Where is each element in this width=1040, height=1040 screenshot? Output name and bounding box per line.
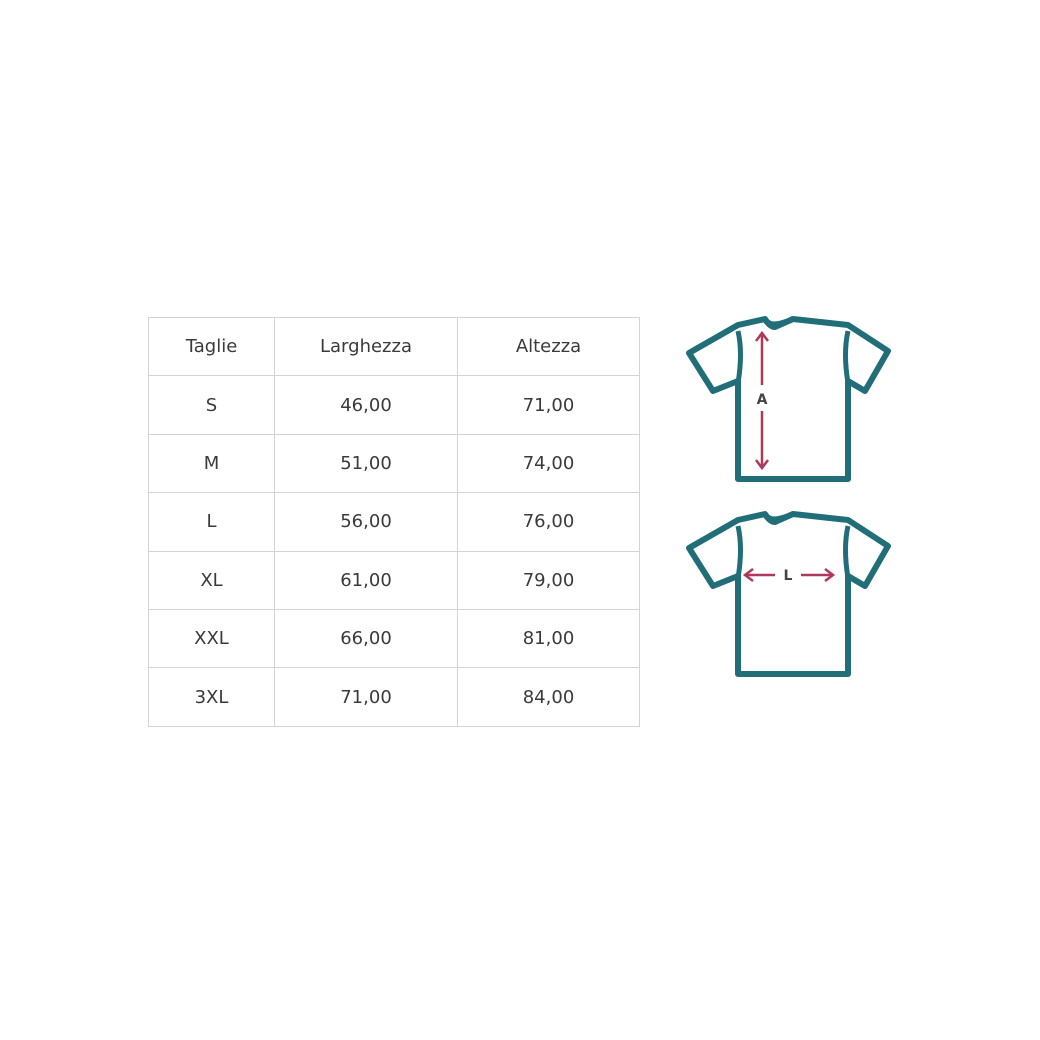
table-cell: L: [148, 492, 275, 552]
table-cell: S: [148, 375, 275, 435]
height-label: A: [757, 392, 768, 408]
table-cell: XXL: [148, 608, 275, 669]
table-cell: 76,00: [457, 492, 640, 552]
table-cell: 79,00: [457, 550, 640, 610]
size-chart-table: Taglie Larghezza Altezza S 46,00 71,00 M 51,00 7…: [148, 316, 640, 727]
table-row: 3XL 71,00 84,00: [148, 667, 640, 727]
table-cell: 74,00: [457, 433, 640, 494]
table-cell: 61,00: [274, 550, 458, 610]
table-cell: 66,00: [274, 608, 458, 669]
table-cell: 51,00: [274, 433, 458, 494]
shirt-height-diagram: A: [686, 316, 891, 482]
height-arrow-icon: [755, 330, 769, 471]
table-cell: 71,00: [274, 667, 458, 727]
width-label: L: [784, 568, 793, 584]
table-cell: 3XL: [148, 667, 275, 727]
table-cell: XL: [148, 550, 275, 610]
column-header: Larghezza: [274, 316, 458, 377]
table-cell: 71,00: [457, 375, 640, 435]
table-row: S 46,00 71,00: [148, 375, 640, 435]
table-row: L 56,00 76,00: [148, 492, 640, 552]
table-cell: 84,00: [457, 667, 640, 727]
header-row: Taglie Larghezza Altezza: [148, 316, 640, 377]
shirt-width-diagram: L: [686, 511, 891, 677]
table-row: XL 61,00 79,00: [148, 550, 640, 610]
table-cell: M: [148, 433, 275, 494]
table-row: M 51,00 74,00: [148, 433, 640, 494]
table-cell: 56,00: [274, 492, 458, 552]
tshirt-outline-icon: [686, 316, 891, 482]
table-row: XXL 66,00 81,00: [148, 608, 640, 669]
table-cell: 46,00: [274, 375, 458, 435]
column-header: Altezza: [457, 316, 640, 377]
table-cell: 81,00: [457, 608, 640, 669]
column-header: Taglie: [148, 316, 275, 377]
width-arrow-icon: [742, 568, 836, 582]
tshirt-outline-icon: [686, 511, 891, 677]
